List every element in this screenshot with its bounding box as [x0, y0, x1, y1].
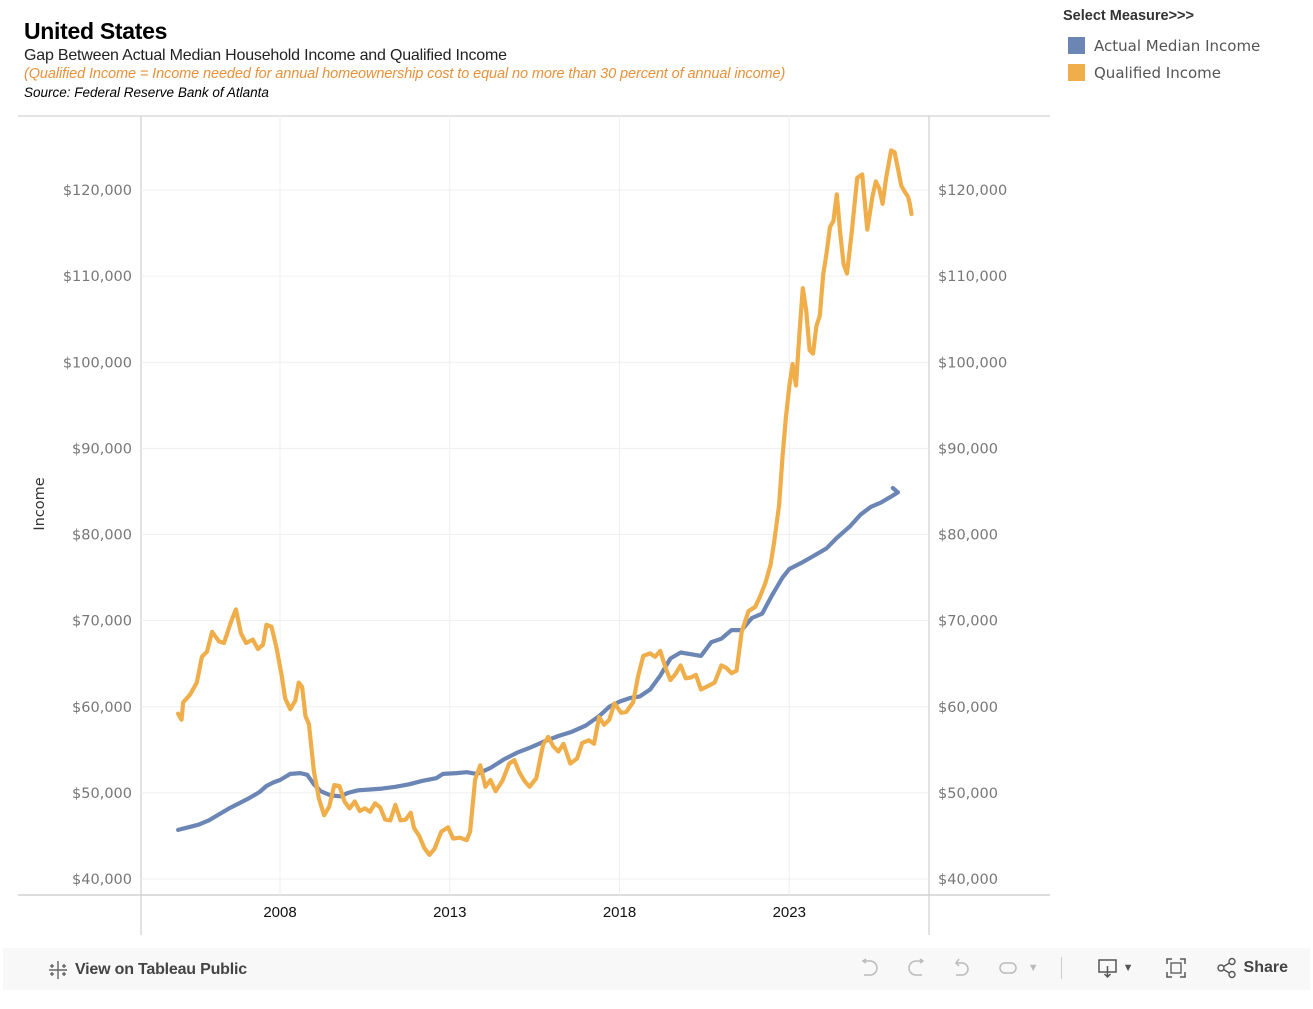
undo-icon — [861, 958, 878, 976]
y-tick-label: $60,000 — [72, 700, 132, 716]
y-tick-label: $80,000 — [938, 528, 998, 544]
series-line-qualified-income — [176, 148, 914, 858]
gridlines — [141, 116, 929, 895]
legend-item-qualified-income[interactable]: Qualified Income — [1063, 59, 1260, 86]
chart-subtitle: Gap Between Actual Median Household Inco… — [24, 47, 507, 64]
legend: Select Measure>>> Actual Median Income Q… — [1063, 8, 1260, 86]
y-tick-label: $50,000 — [72, 786, 132, 802]
refresh-button[interactable] — [996, 956, 1020, 980]
view-on-tableau-public-link[interactable]: View on Tableau Public — [47, 959, 247, 981]
chart-note: (Qualified Income = Income needed for an… — [24, 66, 786, 82]
y-axis-left: $40,000 $50,000 $60,000 $70,000 $80,000 $90,0… — [63, 183, 132, 888]
view-on-tableau-public-label: View on Tableau Public — [75, 961, 247, 978]
share-icon — [1216, 957, 1236, 979]
x-tick-label: 2018 — [603, 904, 636, 921]
toolbar-actions: ▼ ▼ Share — [836, 956, 1288, 980]
share-label: Share — [1243, 959, 1288, 976]
y-tick-label: $100,000 — [63, 355, 132, 371]
revert-icon — [954, 958, 969, 976]
y-tick-label: $120,000 — [63, 183, 132, 199]
toolbar-divider — [1060, 957, 1062, 979]
download-button[interactable]: ▼ — [1096, 956, 1134, 980]
refresh-dropdown-caret[interactable]: ▼ — [1027, 962, 1039, 974]
revert-button[interactable] — [950, 956, 974, 980]
y-tick-label: $110,000 — [938, 269, 1007, 285]
x-tick-label: 2008 — [263, 904, 296, 921]
y-tick-label: $70,000 — [938, 614, 998, 630]
y-tick-label: $50,000 — [938, 786, 998, 802]
y-tick-label: $110,000 — [63, 269, 132, 285]
y-axis-right: $40,000 $50,000 $60,000 $70,000 $80,000 $90,0… — [938, 183, 1007, 888]
chart-header: United States Gap Between Actual Median … — [24, 18, 785, 100]
y-tick-label: $90,000 — [938, 441, 998, 457]
legend-item-actual-median-income[interactable]: Actual Median Income — [1063, 32, 1260, 59]
undo-button[interactable] — [858, 956, 882, 980]
legend-swatch — [1068, 37, 1085, 54]
y-tick-label: $100,000 — [938, 355, 1007, 371]
y-tick-label: $90,000 — [72, 441, 132, 457]
x-axis: 2008 2013 2018 2023 — [263, 904, 806, 921]
redo-icon — [908, 958, 925, 976]
fullscreen-icon — [1165, 958, 1186, 978]
tableau-toolbar: View on Tableau Public ▼ ▼ Share — [3, 948, 1310, 990]
redo-button[interactable] — [904, 956, 928, 980]
legend-title: Select Measure>>> — [1063, 8, 1194, 24]
legend-label: Qualified Income — [1094, 63, 1222, 82]
share-button[interactable]: Share — [1216, 957, 1288, 979]
x-tick-label: 2013 — [433, 904, 466, 921]
x-tick-label: 2023 — [773, 904, 806, 921]
y-axis-label: Income — [32, 477, 48, 530]
y-tick-label: $80,000 — [72, 528, 132, 544]
fullscreen-button[interactable] — [1164, 956, 1188, 980]
legend-swatch — [1068, 64, 1085, 81]
legend-label: Actual Median Income — [1094, 36, 1261, 55]
chart-frame — [18, 115, 1050, 935]
refresh-icon — [999, 962, 1017, 974]
page-title: United States — [24, 18, 168, 44]
y-tick-label: $60,000 — [938, 700, 998, 716]
series-lines — [176, 148, 914, 858]
download-icon — [1097, 959, 1117, 979]
chart-source: Source: Federal Reserve Bank of Atlanta — [24, 85, 269, 100]
y-tick-label: $120,000 — [938, 183, 1007, 199]
y-tick-label: $40,000 — [72, 872, 132, 888]
y-tick-label: $70,000 — [72, 614, 132, 630]
tableau-logo-icon — [49, 961, 67, 979]
y-tick-label: $40,000 — [938, 872, 998, 888]
series-line-actual-median-income — [176, 485, 901, 833]
line-chart: $40,000 $50,000 $60,000 $70,000 $80,000 $90,0… — [18, 115, 1050, 935]
